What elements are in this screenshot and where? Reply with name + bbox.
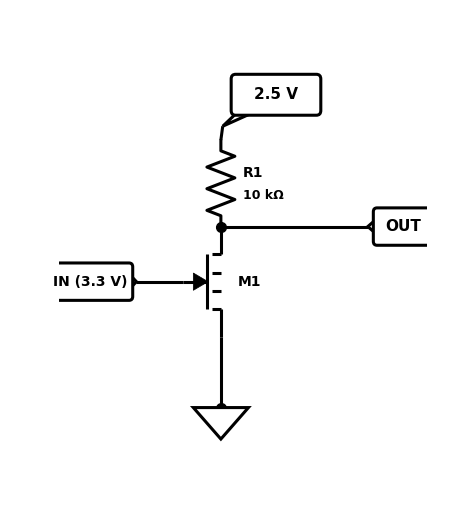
FancyBboxPatch shape [48,263,133,300]
Polygon shape [193,408,248,439]
Text: IN (3.3 V): IN (3.3 V) [53,275,128,289]
FancyBboxPatch shape [374,208,432,245]
Text: M1: M1 [237,275,261,289]
Polygon shape [223,110,258,126]
FancyBboxPatch shape [231,74,321,115]
Text: OUT: OUT [385,219,420,234]
Polygon shape [193,273,208,290]
Polygon shape [128,273,137,290]
Text: 2.5 V: 2.5 V [254,87,298,102]
Polygon shape [368,218,378,235]
Text: R1: R1 [243,167,264,180]
Text: 10 kΩ: 10 kΩ [243,189,283,202]
